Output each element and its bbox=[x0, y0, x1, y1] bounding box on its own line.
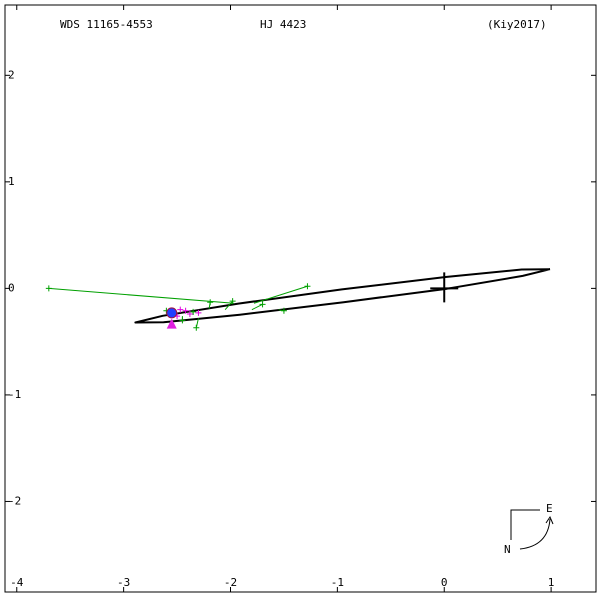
observation bbox=[177, 306, 184, 313]
x-tick-label: -3 bbox=[117, 576, 130, 589]
frame bbox=[4, 4, 597, 593]
compass-north: N bbox=[504, 543, 511, 556]
y-tick-label: -1 bbox=[8, 388, 21, 401]
observation bbox=[259, 301, 266, 308]
observation bbox=[280, 307, 287, 314]
compass-axes bbox=[510, 509, 540, 540]
last-observation bbox=[166, 318, 177, 329]
observation bbox=[229, 298, 236, 305]
observation bbox=[193, 324, 200, 331]
residual-line bbox=[224, 300, 234, 311]
residual-line bbox=[253, 285, 308, 304]
y-tick-label: 1 bbox=[8, 175, 15, 188]
observation bbox=[190, 308, 197, 315]
observation bbox=[45, 285, 52, 292]
observation bbox=[195, 309, 202, 316]
x-tick-label: -2 bbox=[224, 576, 237, 589]
observation bbox=[304, 283, 311, 290]
observation bbox=[179, 317, 186, 324]
compass bbox=[510, 509, 554, 550]
compass-east: E bbox=[546, 502, 553, 515]
y-tick-label: 2 bbox=[8, 68, 15, 81]
reference: (Kiy2017) bbox=[487, 18, 547, 31]
orbit-ellipse bbox=[134, 268, 551, 324]
compass-arc bbox=[519, 518, 551, 550]
x-tick-label: -4 bbox=[10, 576, 24, 589]
observation bbox=[207, 299, 214, 306]
y-tick-label: 0 bbox=[8, 281, 15, 294]
y-tick-label: -2 bbox=[8, 494, 21, 507]
chart-title: WDS 11165-4553 bbox=[60, 18, 153, 31]
residual-line bbox=[48, 287, 234, 304]
compass-arrow bbox=[545, 515, 554, 525]
observation bbox=[182, 307, 189, 314]
x-tick-label: 1 bbox=[548, 576, 555, 589]
x-tick-label: -1 bbox=[331, 576, 344, 589]
x-tick-label: 0 bbox=[441, 576, 448, 589]
residual-line bbox=[251, 303, 263, 311]
chart-subtitle: HJ 4423 bbox=[260, 18, 306, 31]
first-observation bbox=[166, 307, 178, 319]
observation bbox=[186, 310, 193, 317]
